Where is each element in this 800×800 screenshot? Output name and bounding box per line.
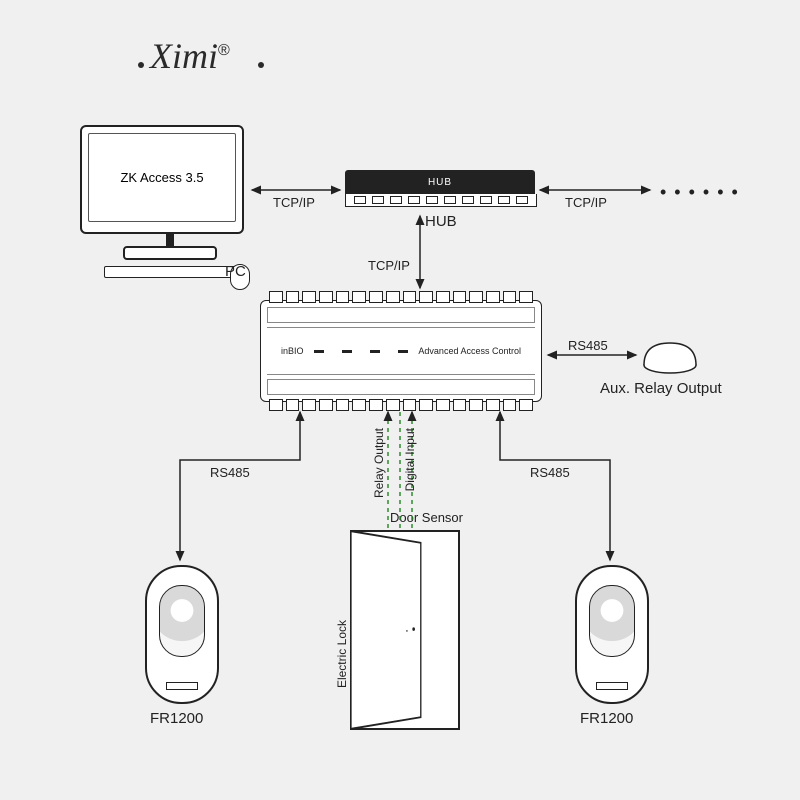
edge-digital-input-label: Digital Input	[403, 428, 417, 491]
edge-ctrl-relay-label: RS485	[568, 338, 608, 353]
door-sensor-label: Door Sensor	[390, 510, 463, 525]
pc-keyboard-icon	[104, 266, 236, 278]
logo-text: Ximi	[150, 36, 218, 76]
node-door	[350, 530, 460, 730]
edge-hub-ctrl-label: TCP/IP	[368, 258, 410, 273]
node-pc: ZK Access 3.5	[80, 125, 260, 280]
edge-ctrl-rl-label: RS485	[210, 465, 250, 480]
edge-pc-hub-label: TCP/IP	[273, 195, 315, 210]
edge-ctrl-rr-label: RS485	[530, 465, 570, 480]
node-controller: inBIO Advanced Access Control	[260, 300, 542, 402]
node-hub: HUB	[345, 170, 535, 208]
ext-dots-icon: ••••••	[660, 182, 746, 203]
pc-screen-text: ZK Access 3.5	[120, 170, 203, 185]
hub-body-text: HUB	[428, 177, 452, 188]
logo-dot-right	[258, 62, 264, 68]
electric-lock-label: Electric Lock	[335, 620, 349, 688]
controller-subtitle: Advanced Access Control	[418, 346, 521, 356]
logo-registered: ®	[218, 42, 230, 59]
edge-relay-output-label: Relay Output	[372, 428, 386, 498]
aux-relay-label: Aux. Relay Output	[600, 380, 722, 397]
pc-monitor-icon: ZK Access 3.5	[80, 125, 244, 234]
reader-right-label: FR1200	[580, 710, 633, 727]
diagram-canvas: Ximi® ZK Access 3.5 PC HUB HUB •••••• in…	[0, 0, 800, 800]
node-reader-left	[145, 565, 219, 704]
logo-dot-left	[138, 62, 144, 68]
controller-brand: inBIO	[281, 346, 304, 356]
brand-logo: Ximi®	[150, 35, 230, 77]
hub-label: HUB	[425, 213, 457, 230]
edge-hub-ext-label: TCP/IP	[565, 195, 607, 210]
node-aux-relay	[640, 335, 700, 375]
reader-left-label: FR1200	[150, 710, 203, 727]
pc-label: PC	[225, 263, 246, 280]
node-reader-right	[575, 565, 649, 704]
hub-ports-icon	[345, 194, 537, 207]
